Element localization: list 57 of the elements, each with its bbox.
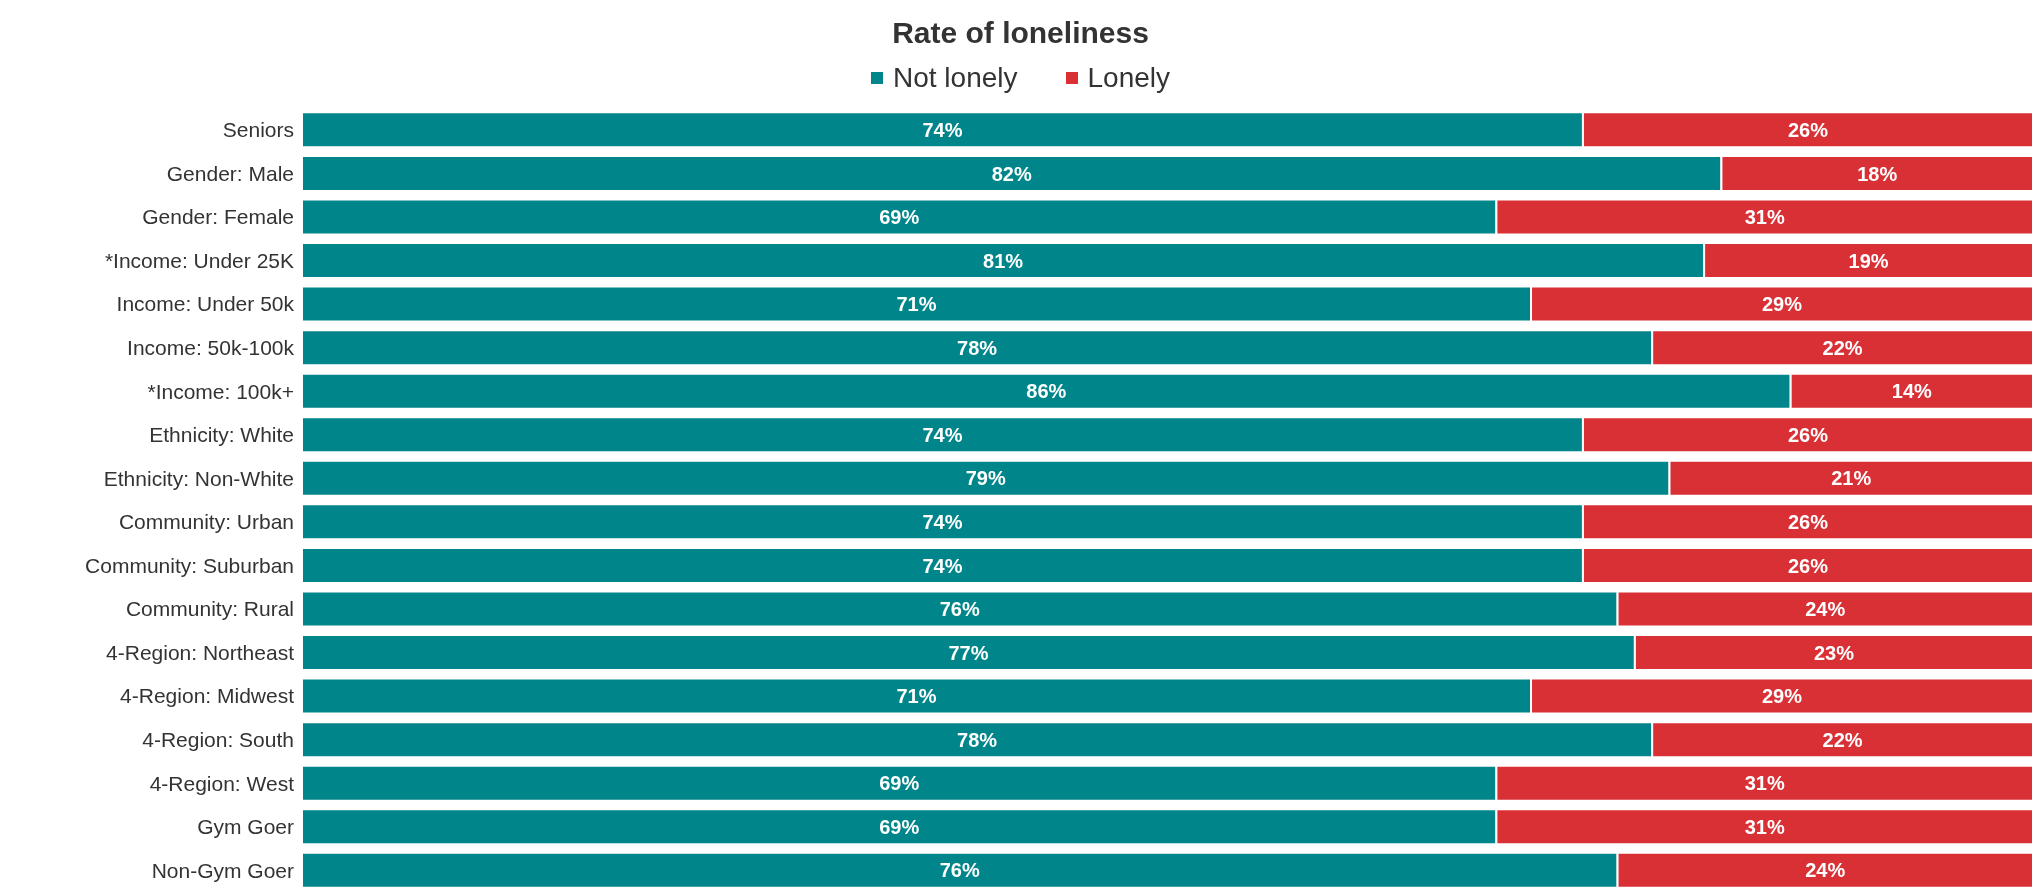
chart-title: Rate of loneliness <box>891 15 1150 51</box>
y-tick-label: Income: 50k-100k <box>127 336 295 360</box>
data-label: 69% <box>879 815 920 838</box>
data-label: 77% <box>948 641 989 664</box>
series-label: Not lonely <box>892 62 1018 94</box>
data-label: 24% <box>1805 859 1846 882</box>
y-tick-label: Ethnicity: Non-White <box>103 466 294 490</box>
data-label: 69% <box>879 206 920 229</box>
data-label: 74% <box>922 554 963 577</box>
data-label: 31% <box>1744 206 1785 229</box>
data-label: 26% <box>1787 423 1829 446</box>
y-tick-label: Gender: Male <box>166 161 294 185</box>
y-tick-label: Gym Goer <box>197 815 294 839</box>
data-label: 74% <box>922 118 963 141</box>
data-label: 18% <box>1857 162 1898 185</box>
data-label: 21% <box>1831 467 1872 490</box>
data-label: 29% <box>1761 685 1803 708</box>
data-label: 24% <box>1805 598 1846 621</box>
data-label: 74% <box>922 423 963 446</box>
y-tick-label: Income: Under 50k <box>116 292 295 316</box>
data-label: 22% <box>1822 336 1863 359</box>
y-tick-label: *Income: Under 25K <box>104 248 294 272</box>
data-label: 78% <box>957 728 998 751</box>
data-label: 86% <box>1026 380 1067 403</box>
data-label: 22% <box>1822 728 1863 751</box>
data-label: 76% <box>939 859 981 882</box>
data-label: 71% <box>896 685 937 708</box>
data-label: 29% <box>1761 293 1803 316</box>
data-label: 78% <box>957 336 998 359</box>
legend-label: Lonely <box>1087 62 1171 94</box>
y-tick-label: Community: Suburban <box>85 553 294 577</box>
data-label: 82% <box>991 162 1032 185</box>
y-tick-label: 4-Region: South <box>142 728 294 752</box>
data-label: 81% <box>983 249 1024 272</box>
y-tick-label: Ethnicity: White <box>149 423 294 447</box>
y-tick-label: 4-Region: Northeast <box>106 640 295 664</box>
data-label: 26% <box>1787 510 1829 533</box>
y-tick-label: *Income: 100k+ <box>147 379 294 403</box>
data-label: 23% <box>1813 641 1855 664</box>
y-tick-label: Non-Gym Goer <box>151 858 294 882</box>
data-label: 69% <box>879 772 920 795</box>
data-label: 71% <box>896 293 937 316</box>
data-label: 14% <box>1891 380 1933 403</box>
data-label: 19% <box>1848 249 1889 272</box>
data-label: 74% <box>922 510 963 533</box>
data-label: 79% <box>965 467 1006 490</box>
data-label: 31% <box>1744 772 1785 795</box>
data-label: 26% <box>1787 554 1829 577</box>
y-tick-label: Community: Rural <box>125 597 294 621</box>
data-label: 76% <box>939 598 981 621</box>
y-tick-label: Gender: Female <box>142 205 294 229</box>
y-tick-label: 4-Region: West <box>149 771 295 795</box>
y-tick-label: 4-Region: Midwest <box>120 684 295 708</box>
y-tick-label: Seniors <box>222 118 294 142</box>
y-tick-label: Community: Urban <box>118 510 294 534</box>
data-label: 31% <box>1744 815 1785 838</box>
data-label: 26% <box>1787 118 1829 141</box>
